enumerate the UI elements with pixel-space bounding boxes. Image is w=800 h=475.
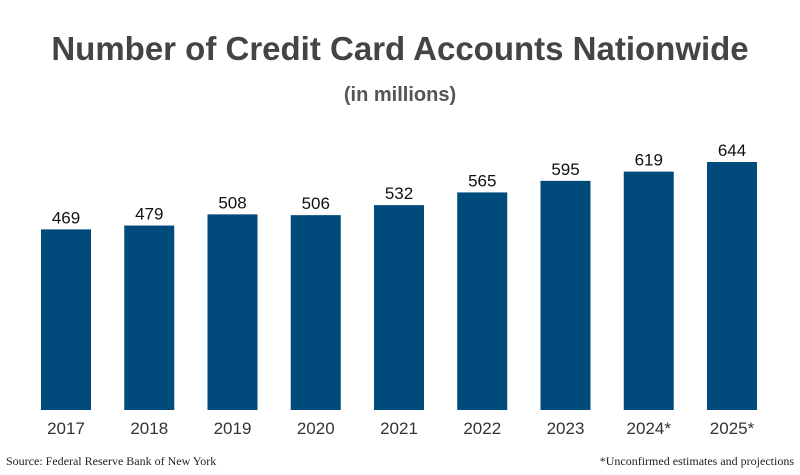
value-label-2023: 595 <box>551 160 579 179</box>
bar-2020 <box>290 215 341 410</box>
bar-2024* <box>623 171 674 410</box>
bar-2022 <box>457 192 508 410</box>
value-label-2022: 565 <box>468 171 496 190</box>
x-tick-label-2022: 2022 <box>463 419 501 438</box>
x-tick-label-2017: 2017 <box>47 419 85 438</box>
bar-2017 <box>41 229 91 410</box>
x-tick-label-2024*: 2024* <box>627 419 672 438</box>
chart-subtitle: (in millions) <box>343 84 457 106</box>
value-label-2021: 532 <box>385 184 413 203</box>
x-tick-label-2021: 2021 <box>380 419 418 438</box>
estimate-footnote: *Unconfirmed estimates and projections <box>599 454 794 468</box>
x-tick-label-2020: 2020 <box>297 419 335 438</box>
bar-2023 <box>540 180 591 410</box>
value-label-2017: 469 <box>52 208 80 227</box>
bar-2019 <box>207 214 258 410</box>
bar-2025* <box>707 162 757 410</box>
value-label-2018: 479 <box>135 205 163 224</box>
x-tick-label-2025*: 2025* <box>710 419 755 438</box>
x-tick-label-2019: 2019 <box>214 419 252 438</box>
value-label-2024*: 619 <box>635 151 663 170</box>
bar-2021 <box>374 205 424 410</box>
x-tick-label-2018: 2018 <box>130 419 168 438</box>
value-label-2025*: 644 <box>718 141 746 160</box>
value-label-2019: 508 <box>218 193 246 212</box>
value-label-2020: 506 <box>302 194 330 213</box>
bar-2018 <box>124 225 175 410</box>
source-note: Source: Federal Reserve Bank of New York <box>6 454 217 468</box>
x-tick-label-2023: 2023 <box>547 419 585 438</box>
chart-title: Number of Credit Card Accounts Nationwid… <box>51 30 749 67</box>
